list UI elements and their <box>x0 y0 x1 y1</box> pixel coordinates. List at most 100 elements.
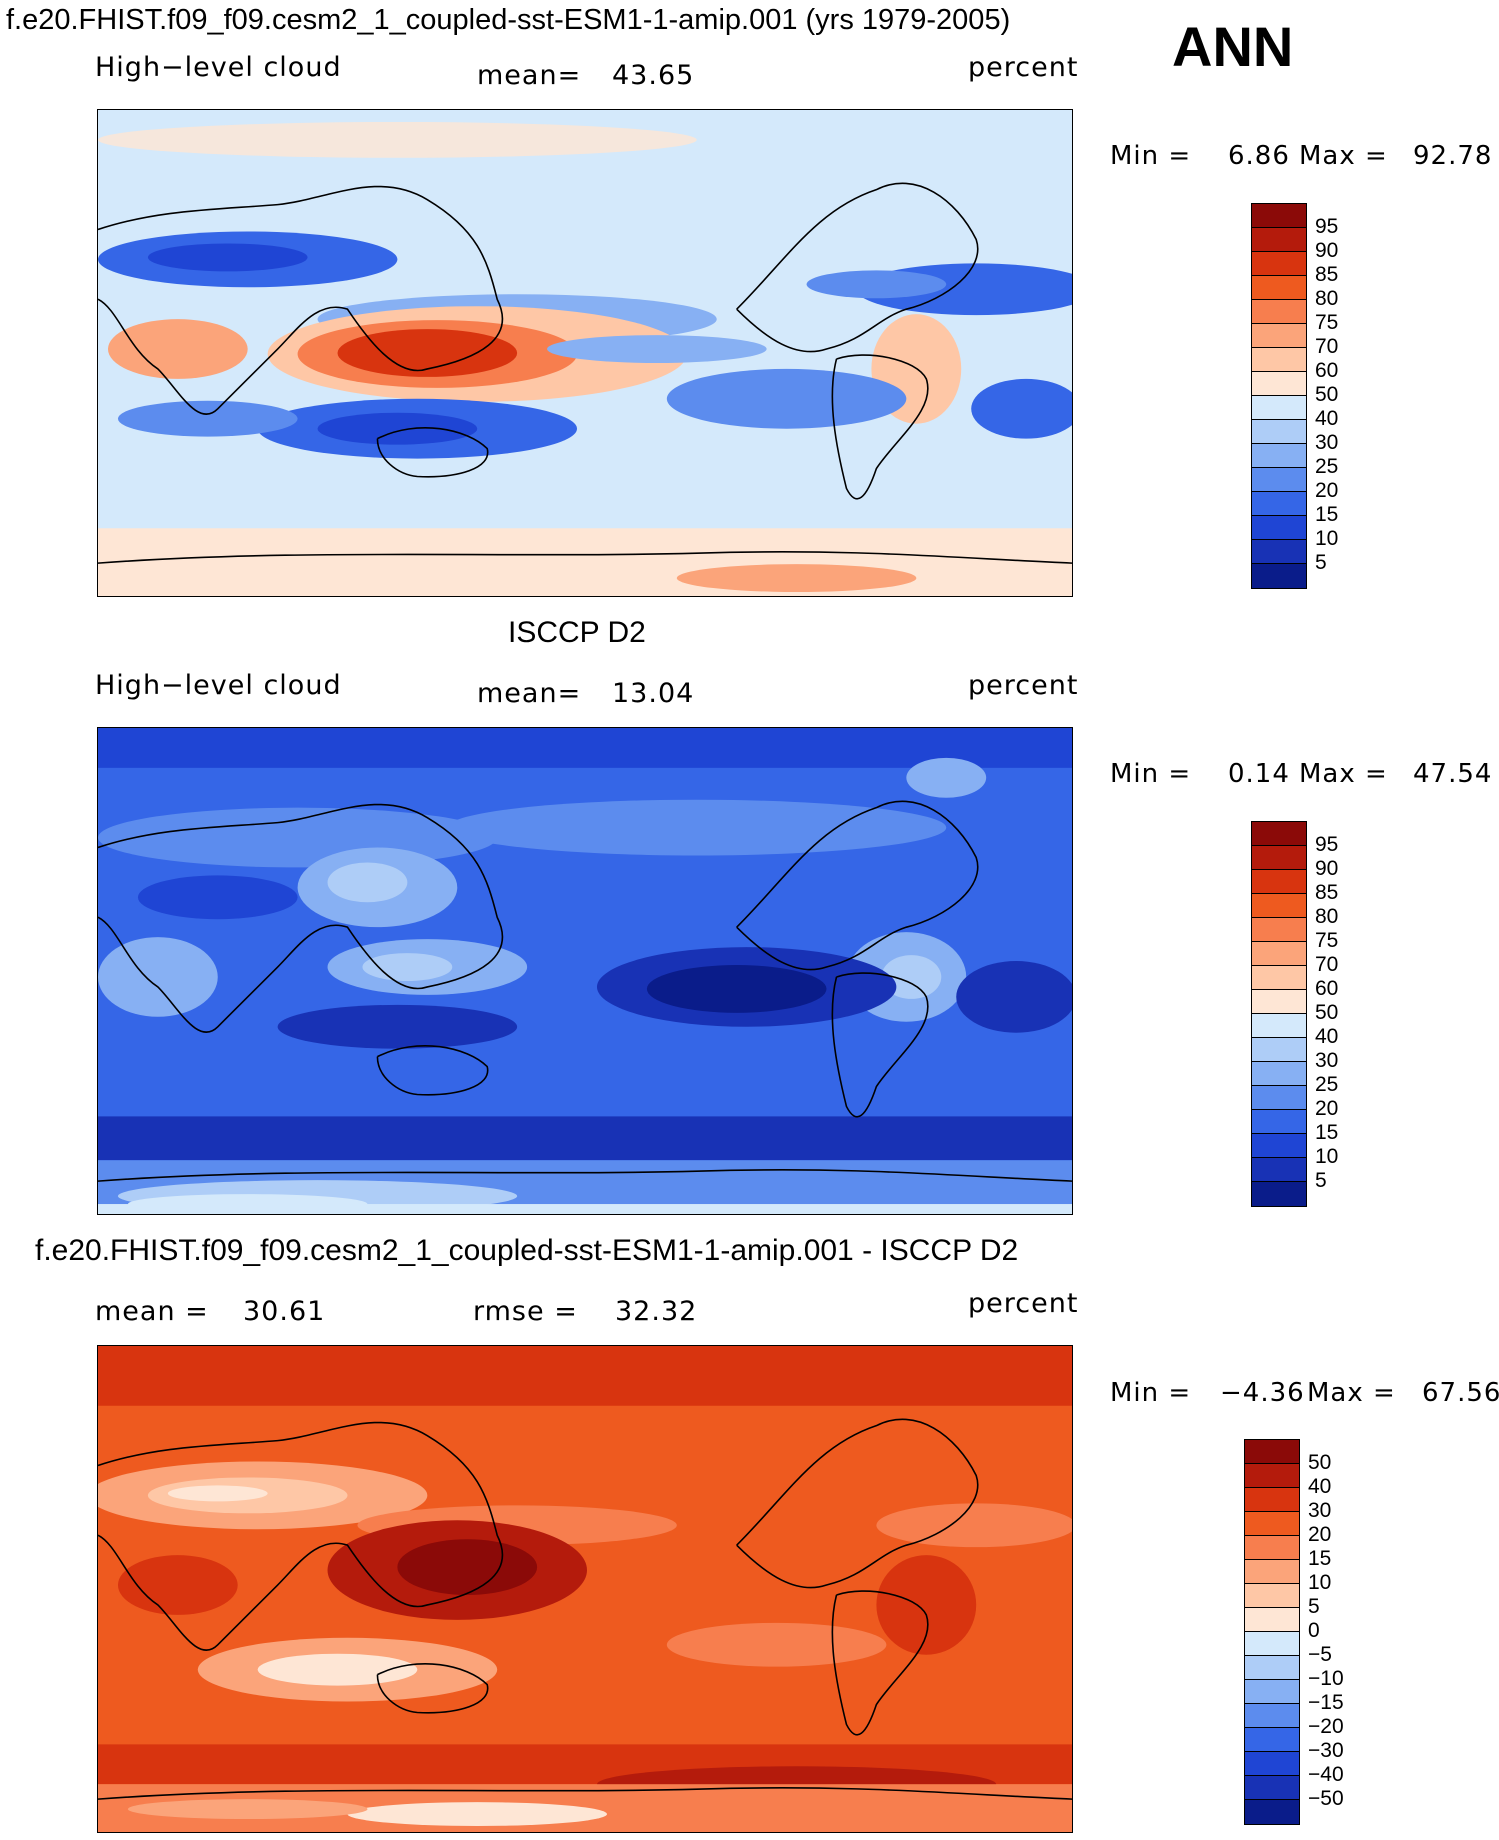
panel2-contour-field <box>98 728 1072 1214</box>
colorbar-level-label: −10 <box>1308 1667 1344 1690</box>
colorbar-swatch <box>1245 1440 1299 1464</box>
colorbar-level-label: −40 <box>1308 1763 1344 1786</box>
colorbar-swatch <box>1252 894 1306 918</box>
colorbar-level-label: 20 <box>1315 1097 1339 1120</box>
panel3-max-value: 67.56 <box>1422 1378 1499 1408</box>
panel2-min-value: 0.14 <box>1228 759 1290 789</box>
colorbar-swatch <box>1252 1182 1306 1206</box>
colorbar-swatch <box>1252 204 1306 228</box>
colorbar-level-label: −50 <box>1308 1787 1344 1810</box>
panel2-min-label: Min = <box>1110 759 1192 789</box>
colorbar-swatch <box>1252 870 1306 894</box>
colorbar-swatch <box>1245 1488 1299 1512</box>
colorbar-swatch <box>1245 1608 1299 1632</box>
colorbar-swatch <box>1252 492 1306 516</box>
colorbar-swatch <box>1252 348 1306 372</box>
colorbar-swatch <box>1245 1800 1299 1824</box>
colorbar-level-label: 30 <box>1308 1499 1332 1522</box>
colorbar-swatch <box>1245 1464 1299 1488</box>
colorbar-swatch <box>1245 1584 1299 1608</box>
colorbar-level-label: 5 <box>1308 1595 1320 1618</box>
colorbar-swatch <box>1252 324 1306 348</box>
colorbar-level-label: 95 <box>1315 833 1339 856</box>
colorbar-level-label: 15 <box>1315 503 1339 526</box>
colorbar-level-label: 80 <box>1315 287 1339 310</box>
colorbar-swatch <box>1252 1110 1306 1134</box>
colorbar-level-label: 5 <box>1315 551 1327 574</box>
colorbar-swatch <box>1252 372 1306 396</box>
colorbar-level-label: 75 <box>1315 929 1339 952</box>
panel1-min-label: Min = <box>1110 141 1192 171</box>
colorbar-swatch <box>1252 1158 1306 1182</box>
colorbar-level-label: 10 <box>1315 1145 1339 1168</box>
colorbar-level-label: 30 <box>1315 1049 1339 1072</box>
colorbar-level-label: 15 <box>1308 1547 1332 1570</box>
panel2-units-label: percent <box>968 670 1079 701</box>
panel1-units-label: percent <box>968 52 1079 83</box>
colorbar-swatch <box>1245 1512 1299 1536</box>
colorbar-level-label: 30 <box>1315 431 1339 454</box>
panel1-max-value: 92.78 <box>1413 141 1493 171</box>
panel3-max-label: Max = <box>1307 1378 1396 1408</box>
colorbar-level-label: 20 <box>1315 479 1339 502</box>
colorbar-level-label: 70 <box>1315 335 1339 358</box>
season-label: ANN <box>1172 15 1294 78</box>
colorbar-level-label: 60 <box>1315 359 1339 382</box>
panel3-min-value: −4.36 <box>1220 1378 1305 1408</box>
colorbar-level-label: 50 <box>1308 1451 1332 1474</box>
colorbar-swatch <box>1252 540 1306 564</box>
colorbar-level-label: 75 <box>1315 311 1339 334</box>
panel2-variable-label: High−level cloud <box>95 670 342 701</box>
panel2-mean-label: mean= <box>477 678 582 709</box>
colorbar-swatch <box>1245 1704 1299 1728</box>
panel3-title: f.e20.FHIST.f09_f09.cesm2_1_coupled-sst-… <box>35 1234 1019 1267</box>
panel3-contour-field <box>98 1346 1072 1832</box>
colorbar-level-label: 0 <box>1308 1619 1320 1642</box>
colorbar-swatch <box>1245 1560 1299 1584</box>
colorbar-swatch <box>1245 1656 1299 1680</box>
colorbar-swatch <box>1252 444 1306 468</box>
colorbar-level-label: 25 <box>1315 1073 1339 1096</box>
colorbar-level-label: 90 <box>1315 239 1339 262</box>
colorbar-level-label: 10 <box>1315 527 1339 550</box>
panel3-mean-value: 30.61 <box>243 1296 326 1327</box>
panel1-colorbar <box>1251 203 1307 589</box>
panel1-map <box>97 109 1073 597</box>
panel1-contour-field <box>98 110 1072 596</box>
colorbar-level-label: 85 <box>1315 263 1339 286</box>
panel3-map <box>97 1345 1073 1833</box>
colorbar-level-label: 85 <box>1315 881 1339 904</box>
panel3-units-label: percent <box>968 1288 1079 1319</box>
colorbar-swatch <box>1245 1728 1299 1752</box>
colorbar-swatch <box>1252 966 1306 990</box>
colorbar-level-label: 15 <box>1315 1121 1339 1144</box>
colorbar-level-label: −30 <box>1308 1739 1344 1762</box>
colorbar-level-label: 40 <box>1315 1025 1339 1048</box>
colorbar-swatch <box>1252 1134 1306 1158</box>
colorbar-swatch <box>1252 1062 1306 1086</box>
colorbar-swatch <box>1252 564 1306 588</box>
colorbar-swatch <box>1252 822 1306 846</box>
panel3-mean-label: mean = <box>95 1296 209 1327</box>
colorbar-swatch <box>1252 276 1306 300</box>
colorbar-level-label: 50 <box>1315 383 1339 406</box>
colorbar-level-label: 95 <box>1315 215 1339 238</box>
panel1-max-label: Max = <box>1299 141 1388 171</box>
colorbar-swatch <box>1245 1536 1299 1560</box>
panel1-mean-value: 43.65 <box>612 60 695 91</box>
panel2-max-label: Max = <box>1299 759 1388 789</box>
panel1-variable-label: High−level cloud <box>95 52 342 83</box>
colorbar-level-label: −15 <box>1308 1691 1344 1714</box>
colorbar-level-label: 90 <box>1315 857 1339 880</box>
colorbar-swatch <box>1252 1086 1306 1110</box>
panel2-max-value: 47.54 <box>1413 759 1493 789</box>
colorbar-swatch <box>1252 468 1306 492</box>
colorbar-level-label: 60 <box>1315 977 1339 1000</box>
colorbar-level-label: 70 <box>1315 953 1339 976</box>
colorbar-swatch <box>1252 252 1306 276</box>
colorbar-swatch <box>1252 300 1306 324</box>
colorbar-level-label: 25 <box>1315 455 1339 478</box>
panel2-map <box>97 727 1073 1215</box>
colorbar-level-label: 80 <box>1315 905 1339 928</box>
colorbar-swatch <box>1252 990 1306 1014</box>
